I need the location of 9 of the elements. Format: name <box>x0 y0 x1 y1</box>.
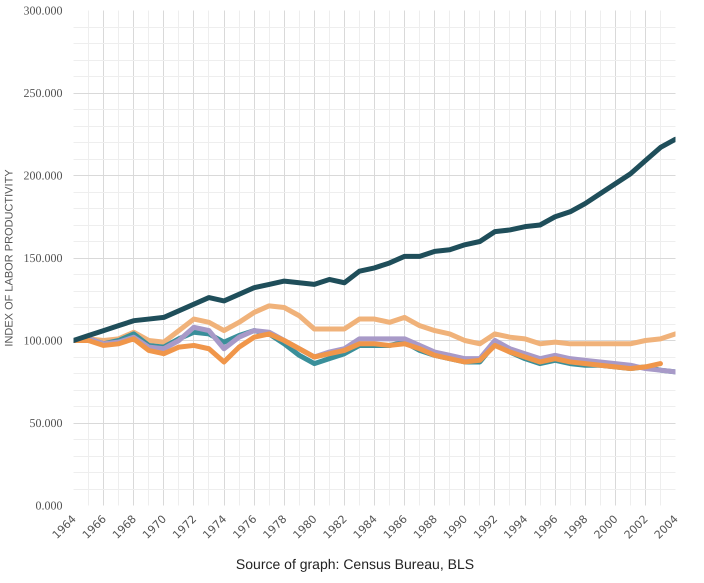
y-tick-label: 250.000 <box>24 86 62 100</box>
y-tick-label: 300.000 <box>24 4 62 18</box>
y-tick-label: 50.000 <box>30 416 62 430</box>
y-tick-label: 0.000 <box>36 498 62 512</box>
y-tick-label: 200.000 <box>24 168 62 182</box>
y-axis-title: INDEX OF LABOR PRODUCTIVITY <box>4 168 16 347</box>
source-note: Source of graph: Census Bureau, BLS <box>236 555 474 574</box>
y-tick-label: 100.000 <box>24 334 62 348</box>
y-tick-label: 150.000 <box>24 251 62 265</box>
